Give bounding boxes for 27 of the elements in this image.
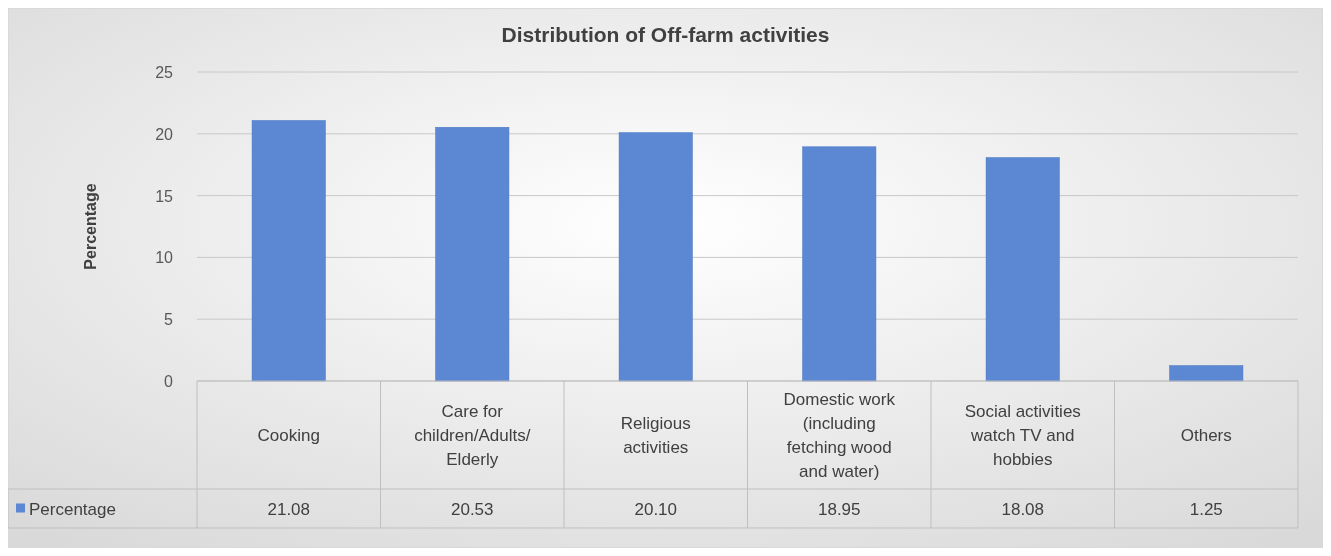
bar	[435, 127, 510, 382]
data-label: 20.53	[450, 499, 494, 519]
bar	[251, 120, 326, 382]
bar	[802, 146, 877, 382]
x-tick-label: Cooking	[257, 426, 320, 445]
y-tick-label: 15	[155, 187, 174, 205]
bar	[618, 132, 693, 382]
y-tick-label: 20	[155, 125, 174, 143]
data-label: 21.08	[267, 499, 311, 519]
data-label: 18.95	[817, 499, 861, 519]
x-tick-label: Social activities watch TV and hobbies	[964, 402, 1081, 469]
x-tick-label: Religious activities	[620, 414, 691, 457]
y-tick-label: 5	[164, 311, 174, 329]
x-tick-label: Others	[1180, 426, 1232, 445]
text: Percentage	[29, 499, 116, 519]
data-label: 20.10	[634, 499, 678, 519]
y-tick-label: 10	[155, 249, 174, 267]
x-tick-label: Domestic work (including fetching wood and water)	[783, 390, 896, 481]
y-tick-label: 25	[155, 64, 174, 81]
y-tick-label: 0	[164, 373, 174, 390]
x-tick-label: Care for children/Adults/Elderly	[414, 402, 531, 469]
bar	[985, 157, 1060, 382]
bar	[1169, 365, 1244, 382]
chart-title: Distribution of Off-farm activities	[501, 23, 830, 46]
y-axis-title: Percentage	[82, 183, 99, 270]
data-label: 1.25	[1189, 499, 1223, 519]
data-label: 18.08	[1001, 499, 1045, 519]
